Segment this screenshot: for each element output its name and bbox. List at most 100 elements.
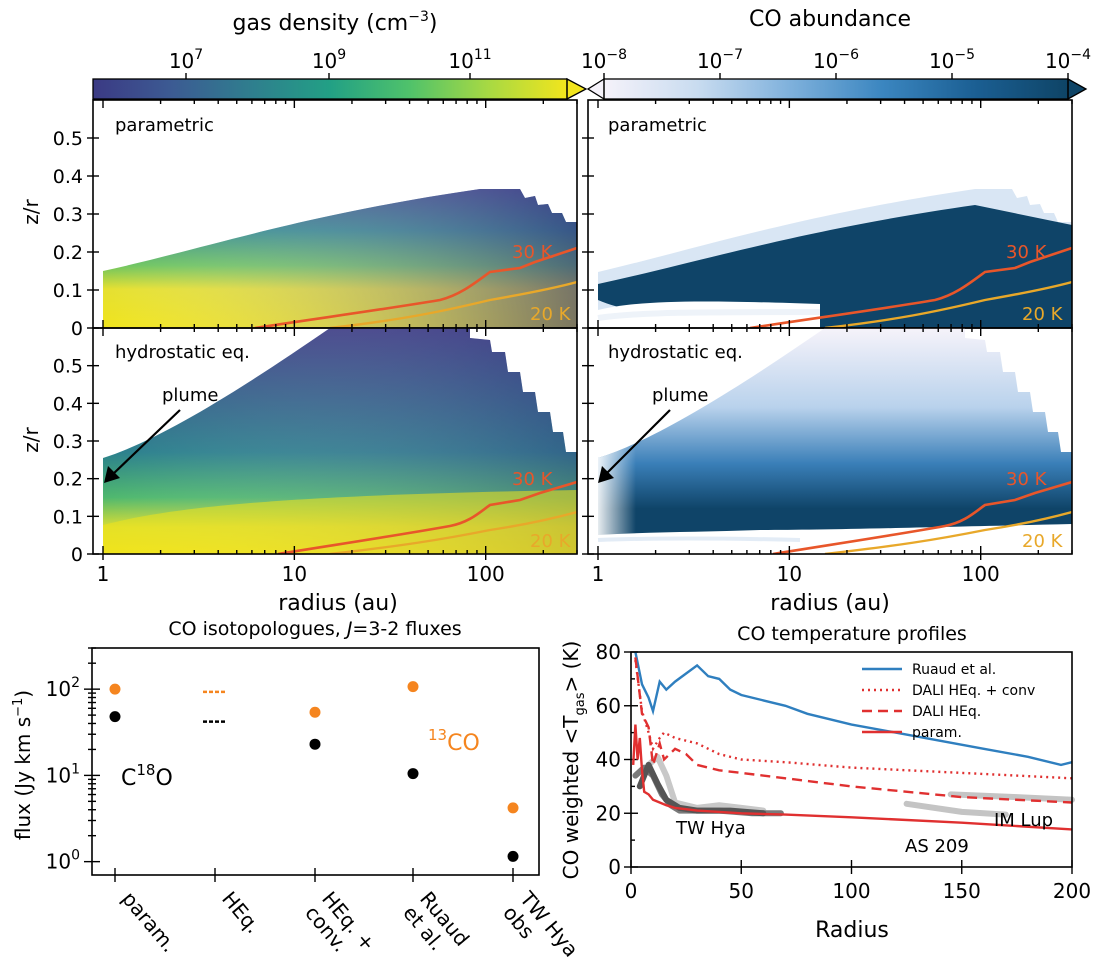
legend-entry: Ruaud et al.: [912, 662, 996, 678]
obs-profile-line: [947, 791, 1075, 803]
colorbar-co-tick: 10−4: [1045, 47, 1091, 73]
flux-y-tick-label: 100: [46, 848, 80, 874]
temperature-x-tick-label: 0: [625, 879, 638, 903]
colorbar-co-extend-low: [586, 77, 605, 101]
colorbar-density-label: gas density (cm−3): [233, 9, 438, 36]
y-axis-label: z/r: [19, 198, 43, 224]
flux-y-axis-label: flux (Jy km s−1): [11, 690, 35, 840]
flux-category-label: HEq. +conv.: [300, 887, 380, 967]
flux-point: [109, 683, 121, 695]
flux-category-label: HEq.: [217, 887, 265, 938]
panel-density-hydrostatic: hydrostatic eq. 30 K 20 K plume: [92, 327, 578, 555]
series-label-13co: 13CO: [428, 726, 480, 756]
contour-label-30k: 30 K: [512, 469, 554, 490]
temperature-chart: CO temperature profiles 0 50 100 150 200 0 20 4…: [559, 623, 1091, 943]
obs-profile-line: [645, 753, 767, 814]
colorbar-co-bar: [604, 79, 1068, 99]
flux-point: [309, 738, 321, 750]
panel-label: hydrostatic eq.: [115, 342, 250, 363]
panel-co-parametric: parametric 30 K 20 K: [587, 99, 1073, 329]
plume-annotation: plume: [162, 385, 218, 406]
y-tick-label: 0.5: [53, 356, 83, 378]
temperature-y-tick-label: 40: [596, 748, 621, 772]
colorbar-density-tick: 107: [169, 47, 203, 73]
flux-y-tick-label: 101: [46, 761, 80, 787]
colorbar-density-extend: [566, 77, 588, 101]
temperature-y-tick-label: 20: [596, 801, 621, 825]
y-tick-label: 0.3: [53, 204, 83, 226]
obs-label-tw-hya: TW Hya: [675, 818, 746, 839]
colorbar-co: CO abundance 10−8 10−7 10−6 10−5 10−4: [581, 7, 1091, 101]
contour-label-20k: 20 K: [1022, 304, 1064, 325]
x-tick-label: 100: [467, 562, 505, 586]
flux-chart: CO isotopologues, J=3-2 fluxes flux (Jy …: [11, 618, 583, 967]
colorbar-co-tick: 10−5: [929, 47, 975, 73]
contour-label-30k: 30 K: [1006, 469, 1048, 490]
y-axis-label: z/r: [19, 426, 43, 452]
colorbar-density-tick: 109: [312, 47, 346, 73]
contour-label-30k: 30 K: [1006, 242, 1048, 263]
temperature-x-tick-label: 200: [1053, 879, 1091, 903]
flux-point: [507, 802, 519, 814]
x-tick-label: 1: [97, 562, 110, 586]
x-tick-label: 10: [777, 562, 802, 586]
contour-label-20k: 20 K: [530, 531, 572, 552]
temperature-chart-title: CO temperature profiles: [737, 623, 967, 645]
temperature-series-line: [632, 724, 1073, 831]
legend-entry: DALI HEq. + conv: [912, 683, 1035, 699]
colorbar-co-tick: 10−8: [581, 47, 627, 73]
y-tick-label: 0.1: [53, 506, 83, 528]
temperature-x-tick-label: 100: [832, 879, 870, 903]
flux-point: [407, 681, 419, 693]
x-axis-label: radius (au): [278, 591, 398, 616]
top-panel-axes: z/r z/r radius (au) radius (au) 0 0.1 0.2 0…: [19, 100, 1073, 616]
y-tick-label: 0.2: [53, 469, 83, 491]
x-tick-label: 10: [282, 562, 307, 586]
y-tick-label: 0: [71, 544, 83, 566]
y-tick-label: 0.1: [53, 280, 83, 302]
temperature-y-axis-label: CO weighted <Tgas> (K): [559, 641, 588, 880]
y-tick-label: 0.5: [53, 128, 83, 150]
colorbar-density: gas density (cm−3) 107 109 1011: [92, 9, 588, 101]
temperature-series-line: [634, 651, 1073, 767]
flux-y-tick-label: 102: [46, 675, 80, 701]
colorbar-density-bar: [93, 79, 567, 99]
temperature-series-line: [634, 657, 1073, 804]
panel-co-hydrostatic: hydrostatic eq. 30 K 20 K plume: [587, 327, 1073, 555]
colorbar-co-tick: 10−6: [813, 47, 859, 73]
legend-entry: DALI HEq.: [912, 704, 981, 720]
temperature-y-tick-label: 0: [608, 855, 621, 879]
panel-density-parametric: parametric 30 K 20 K: [92, 99, 578, 329]
flux-point: [407, 768, 419, 780]
plume-annotation: plume: [652, 385, 708, 406]
series-label-c18o: C18O: [121, 761, 173, 791]
obs-profile-line: [636, 761, 767, 817]
x-axis-label: radius (au): [770, 591, 890, 616]
y-tick-label: 0.2: [53, 242, 83, 264]
temperature-legend: Ruaud et al. DALI HEq. + conv DALI HEq. par…: [862, 662, 1035, 741]
contour-label-30k: 30 K: [512, 242, 554, 263]
temperature-x-tick-label: 150: [943, 879, 981, 903]
flux-point: [507, 850, 519, 862]
y-tick-label: 0.4: [53, 166, 83, 188]
flux-category-label: Ruaudet al.: [398, 887, 474, 965]
y-tick-label: 0.4: [53, 393, 83, 415]
temperature-series-line: [634, 659, 1073, 780]
panel-label: hydrostatic eq.: [608, 342, 743, 363]
contour-label-20k: 20 K: [1022, 531, 1064, 552]
x-tick-label: 1: [592, 562, 605, 586]
panel-label: parametric: [608, 115, 707, 136]
panel-label: parametric: [115, 115, 214, 136]
legend-entry: param.: [912, 725, 962, 741]
obs-label-im-lup: IM Lup: [994, 810, 1053, 831]
flux-category-label: param.: [117, 887, 181, 957]
colorbar-density-tick: 1011: [448, 47, 491, 73]
temperature-y-tick-label: 60: [596, 694, 621, 718]
x-tick-label: 100: [962, 562, 1000, 586]
y-tick-label: 0.3: [53, 431, 83, 453]
temperature-x-tick-label: 50: [729, 879, 754, 903]
colorbar-co-extend-high: [1067, 77, 1088, 101]
flux-point: [109, 711, 121, 723]
contour-label-20k: 20 K: [530, 304, 572, 325]
